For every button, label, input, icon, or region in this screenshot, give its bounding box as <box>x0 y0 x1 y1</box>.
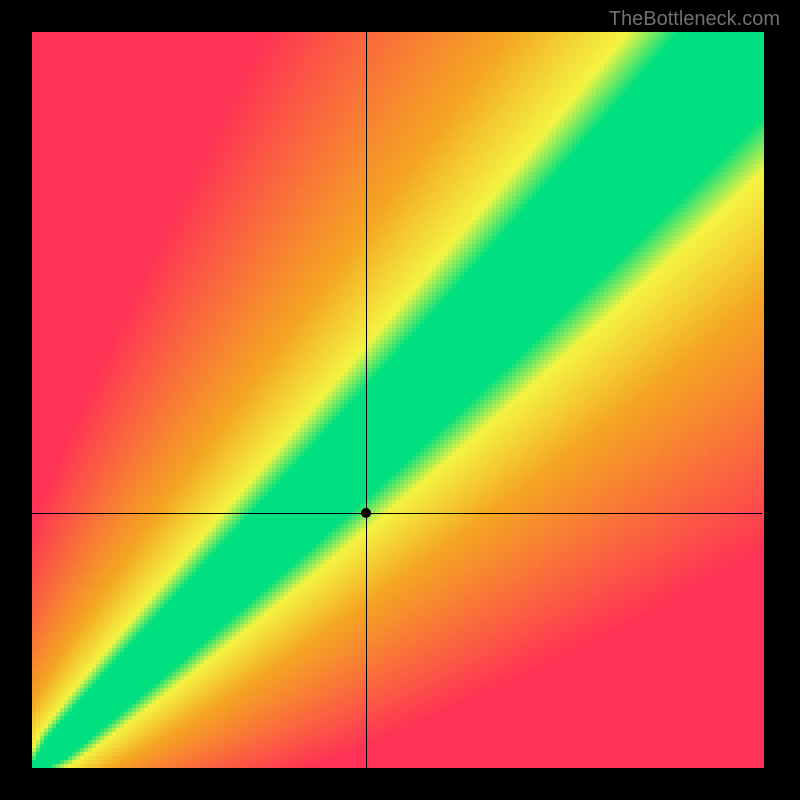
chart-container: TheBottleneck.com <box>0 0 800 800</box>
watermark-text: TheBottleneck.com <box>609 8 780 31</box>
heatmap-canvas <box>0 0 800 800</box>
